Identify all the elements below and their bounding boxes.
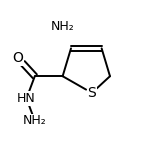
Text: S: S <box>87 86 96 100</box>
Text: HN: HN <box>17 92 36 105</box>
Text: O: O <box>13 51 24 65</box>
Text: NH₂: NH₂ <box>51 20 75 33</box>
Text: NH₂: NH₂ <box>23 114 47 127</box>
